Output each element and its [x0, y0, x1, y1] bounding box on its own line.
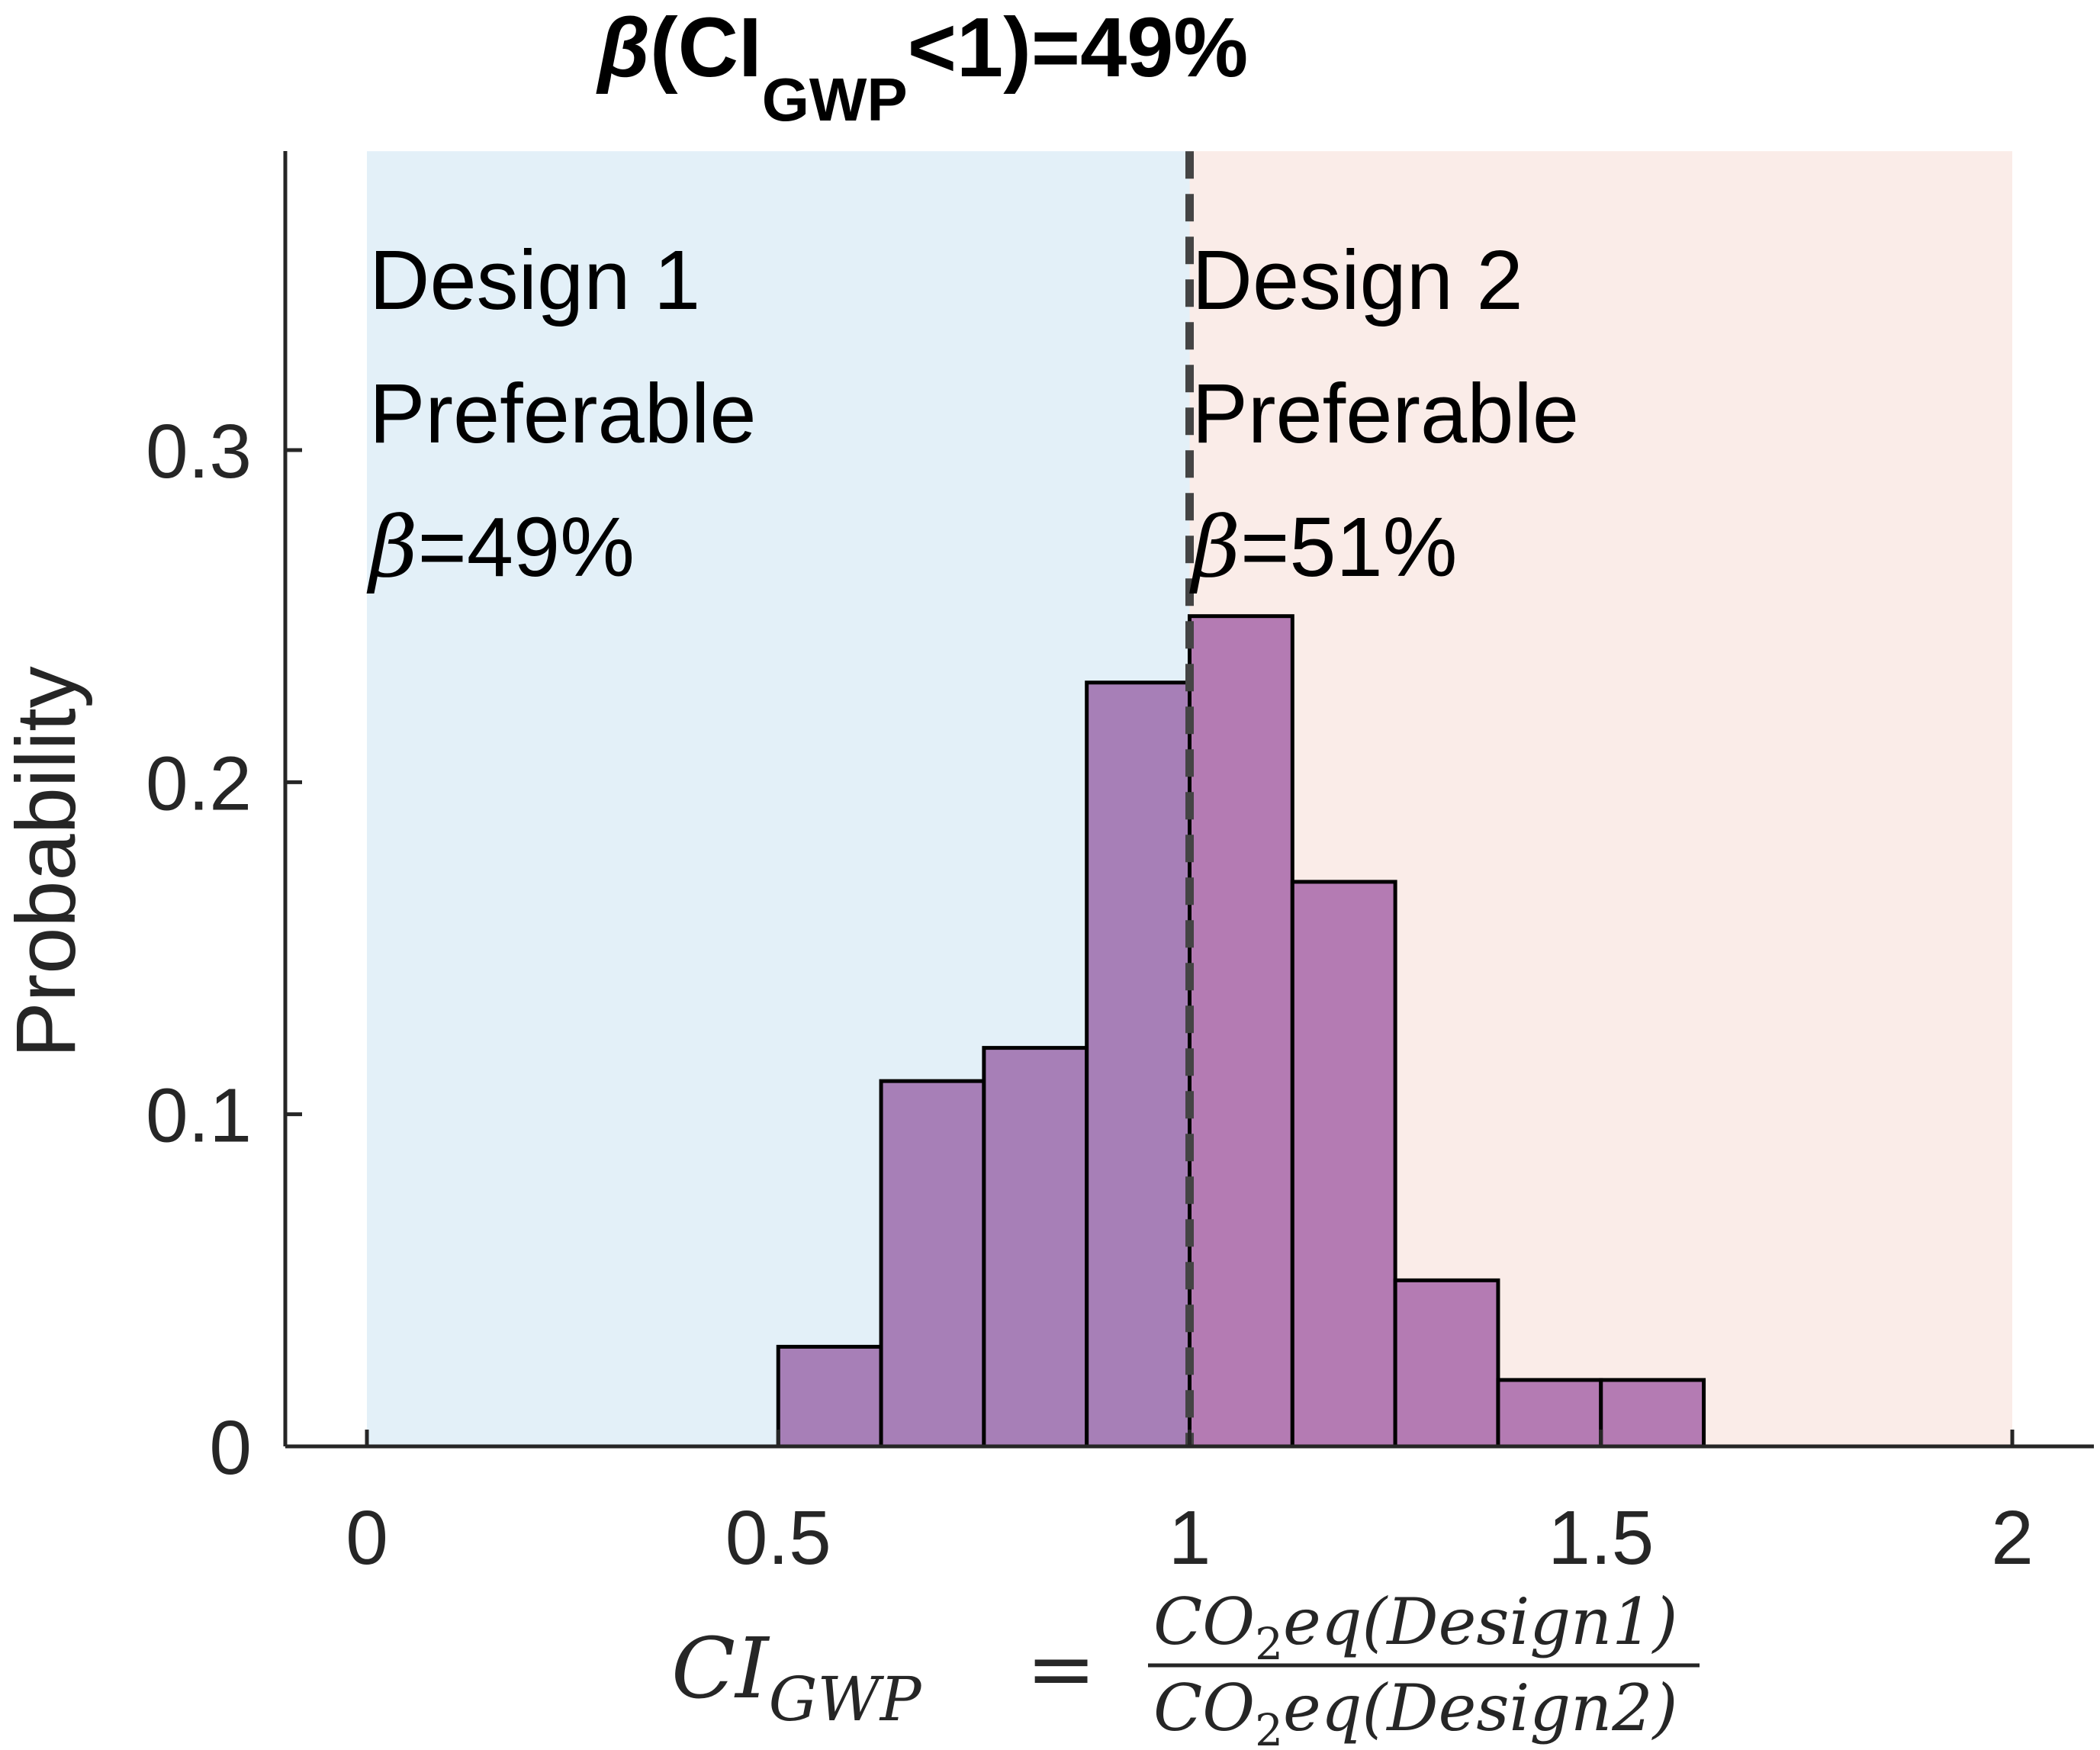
x-tick-label: 0 [346, 1495, 388, 1581]
y-tick-label: 0 [209, 1405, 252, 1491]
chart-title: β(CIGWP<1)=49% [596, 1, 1248, 134]
num-rest: eq(Design1) [1283, 1584, 1677, 1659]
y-tick-label: 0.3 [146, 409, 252, 494]
histogram-bar [1188, 614, 1294, 1449]
x-label-denominator: CO2eq(Design2) [1153, 1671, 1677, 1750]
den-co: CO [1153, 1671, 1255, 1745]
x-tick-label: 0.5 [725, 1495, 831, 1581]
y-axis-label: Probability [0, 666, 93, 1058]
y-tick-label: 0.1 [146, 1073, 252, 1159]
x-tick-label: 1.5 [1548, 1495, 1654, 1581]
region-1-subtitle: Preferable [369, 367, 757, 461]
num-sub: 2 [1255, 1618, 1283, 1670]
title-subscript: GWP [762, 66, 908, 134]
histogram-bar [1085, 680, 1192, 1449]
num-co: CO [1153, 1584, 1255, 1659]
x-label-numerator: CO2eq(Design1) [1153, 1584, 1677, 1670]
histogram-bar [1290, 880, 1397, 1449]
beta-value: =51% [1240, 500, 1457, 594]
beta-value: =49% [418, 500, 635, 594]
x-label-ci: CI [671, 1620, 770, 1717]
histogram-bars [776, 614, 1706, 1449]
region-2-subtitle: Preferable [1192, 367, 1580, 461]
x-label-ci-sub: GWP [769, 1664, 922, 1735]
x-tick-label: 1 [1169, 1495, 1211, 1581]
region-1-beta: β=49% [366, 498, 635, 596]
histogram-bar [1393, 1278, 1500, 1449]
title-beta-symbol: β [596, 1, 650, 95]
title-rest: <1)=49% [908, 1, 1248, 95]
den-rest: eq(Design2) [1283, 1671, 1677, 1745]
region-2-beta: β=51% [1189, 498, 1458, 596]
histogram-bar [982, 1046, 1089, 1449]
region-1-title: Design 1 [369, 233, 700, 327]
histogram-bar [1496, 1378, 1603, 1449]
histogram-bar [776, 1344, 883, 1449]
x-axis-label: CIGWP = CO2eq(Design1) CO2eq(Design2) [671, 1584, 1700, 1750]
y-tick-label: 0.2 [146, 741, 252, 826]
histogram-bar [1599, 1378, 1706, 1449]
den-sub: 2 [1255, 1704, 1283, 1750]
region-2-title: Design 2 [1192, 233, 1523, 327]
histogram-bar [879, 1079, 986, 1449]
x-label-lhs: CIGWP [671, 1620, 922, 1735]
preference-regions [367, 151, 2012, 1447]
beta-symbol: β [366, 498, 418, 596]
x-tick-label: 2 [1991, 1495, 2034, 1581]
x-axis-ticks: 0 0.5 1 1.5 2 [346, 1430, 2034, 1581]
x-label-equals: = [1026, 1620, 1096, 1717]
y-axis-ticks: 0 0.1 0.2 0.3 [146, 409, 302, 1491]
title-open: (CI [650, 1, 762, 95]
beta-symbol: β [1189, 498, 1241, 596]
